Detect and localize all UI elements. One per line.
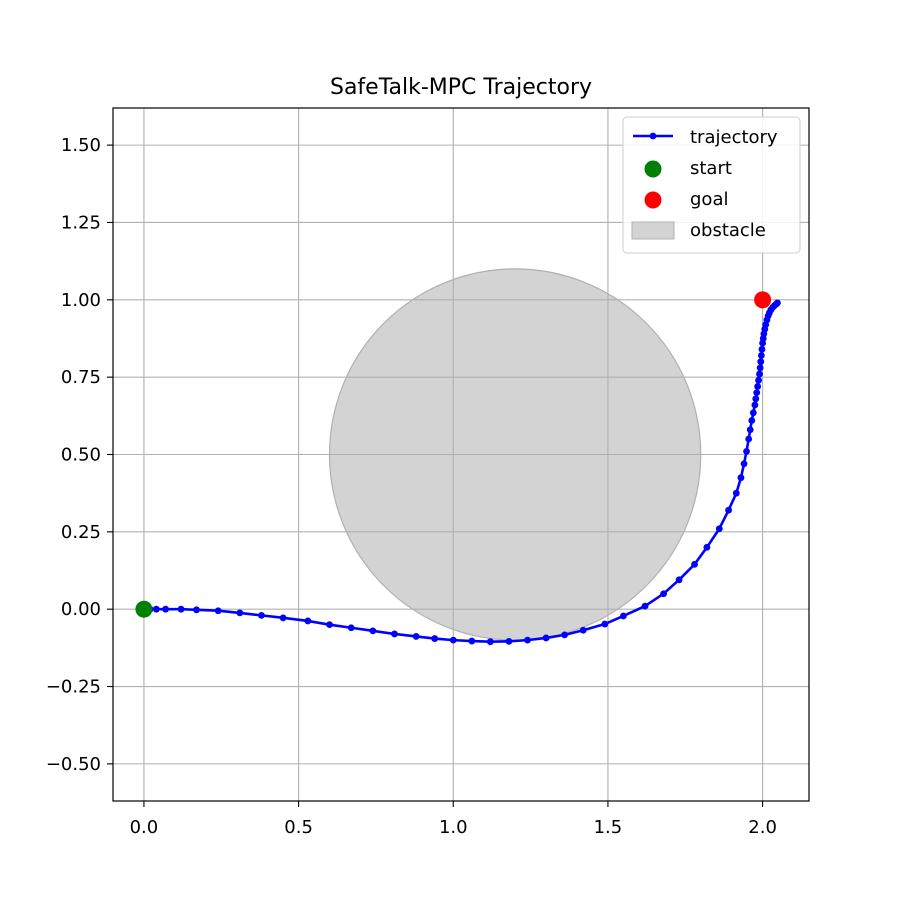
trajectory-point (755, 376, 762, 384)
trajectory-point (561, 631, 569, 639)
trajectory-point (743, 448, 750, 455)
trajectory-point (774, 299, 781, 307)
legend-start-swatch (644, 160, 662, 178)
trajectory-point (214, 607, 222, 615)
trajectory-point (756, 364, 764, 372)
trajectory-point (737, 474, 745, 482)
chart-title: SafeTalk-MPC Trajectory (330, 75, 592, 100)
x-tick-label: 1.0 (439, 817, 468, 838)
y-tick-label: −0.50 (46, 754, 101, 775)
y-tick-label: 1.50 (61, 135, 101, 156)
trajectory-point (542, 634, 550, 642)
trajectory-point (749, 409, 757, 417)
y-tick-label: 0.50 (61, 445, 101, 466)
trajectory-point (620, 612, 627, 620)
trajectory-point (505, 637, 513, 645)
trajectory-point (732, 489, 740, 497)
trajectory-point (740, 460, 748, 468)
trajectory-point (347, 624, 355, 632)
trajectory-point (304, 617, 312, 625)
trajectory-point (431, 635, 439, 642)
start-marker (135, 600, 153, 618)
y-tick-label: 0.25 (61, 522, 101, 543)
trajectory-point (703, 543, 711, 551)
y-tick-label: 0.75 (61, 367, 101, 388)
legend: trajectory start goal obstacle (622, 116, 801, 254)
trajectory-point (193, 606, 200, 614)
goal-marker (754, 291, 772, 309)
trajectory-point (660, 590, 668, 598)
y-tick-label: 1.00 (61, 290, 101, 311)
trajectory-point (691, 560, 698, 568)
trajectory-point (675, 576, 683, 584)
trajectory-point (641, 602, 649, 610)
x-tick-label: 0.5 (284, 817, 313, 838)
trajectory-point (746, 426, 754, 434)
trajectory-point (757, 352, 765, 359)
legend-label-start: start (690, 158, 732, 179)
trajectory-point (412, 633, 420, 640)
legend-obstacle-swatch (631, 221, 675, 240)
trajectory-point (601, 620, 609, 628)
legend-label-trajectory: trajectory (690, 127, 778, 148)
plot-content (113, 108, 809, 801)
trajectory-point (449, 636, 457, 644)
trajectory-point (748, 417, 756, 424)
y-tick-label: 1.25 (61, 212, 101, 233)
trajectory-point (391, 630, 398, 638)
trajectory-point (326, 621, 333, 629)
legend-trajectory-swatch-marker (649, 132, 657, 140)
plot-area: 0.0 0.5 1.0 1.5 2.0 −0.50 −0.25 0.00 0.25 0.50 0.7… (46, 107, 810, 838)
trajectory-point (468, 637, 476, 645)
trajectory-point (758, 345, 766, 353)
trajectory-point (177, 605, 185, 613)
trajectory-point (754, 383, 762, 390)
trajectory-point (162, 605, 169, 613)
trajectory-point (751, 401, 759, 409)
trajectory-point (752, 395, 760, 403)
trajectory-point (753, 389, 761, 397)
trajectory-point (152, 605, 160, 613)
trajectory-point (715, 525, 723, 533)
legend-label-goal: goal (690, 189, 728, 210)
trajectory-point (258, 611, 265, 619)
y-tick-label: 0.00 (61, 599, 101, 620)
legend-goal-swatch (644, 191, 662, 209)
x-tick-label: 1.5 (594, 817, 623, 838)
legend-box (622, 116, 801, 254)
trajectory-point (579, 626, 587, 634)
trajectory-point (757, 358, 765, 366)
trajectory-point (756, 370, 763, 378)
trajectory-point (745, 435, 753, 443)
trajectory-point (279, 614, 287, 622)
trajectory-point (524, 636, 531, 644)
trajectory-point (486, 638, 494, 646)
trajectory-point (369, 627, 377, 635)
trajectory-point (236, 609, 244, 617)
x-tick-label: 0.0 (130, 817, 159, 838)
x-tick-label: 2.0 (748, 817, 777, 838)
trajectory-point (725, 506, 732, 514)
legend-label-obstacle: obstacle (690, 220, 766, 241)
y-tick-label: −0.25 (46, 677, 101, 698)
